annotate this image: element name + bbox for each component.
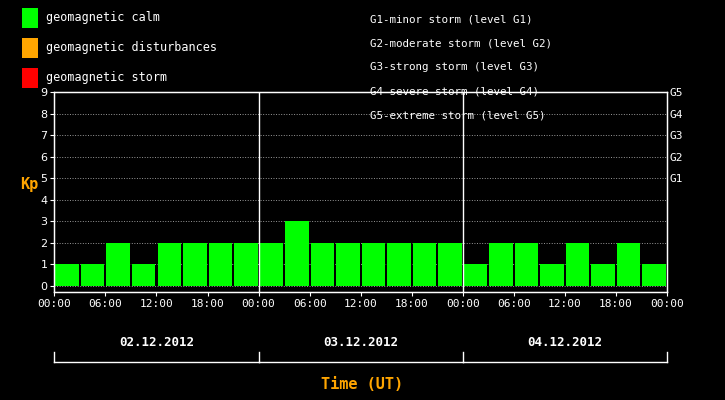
Bar xyxy=(81,264,104,286)
Bar xyxy=(362,242,385,286)
Bar xyxy=(285,221,309,286)
Text: G5-extreme storm (level G5): G5-extreme storm (level G5) xyxy=(370,110,545,120)
Text: G1-minor storm (level G1): G1-minor storm (level G1) xyxy=(370,14,532,24)
Y-axis label: Kp: Kp xyxy=(20,177,38,192)
Bar xyxy=(183,242,207,286)
Text: geomagnetic calm: geomagnetic calm xyxy=(46,12,160,24)
Bar xyxy=(55,264,79,286)
Text: 02.12.2012: 02.12.2012 xyxy=(119,336,194,348)
Bar xyxy=(336,242,360,286)
Bar xyxy=(592,264,615,286)
Text: Time (UT): Time (UT) xyxy=(321,377,404,392)
Bar xyxy=(387,242,411,286)
Bar xyxy=(617,242,640,286)
Bar xyxy=(107,242,130,286)
Bar xyxy=(413,242,436,286)
Bar xyxy=(260,242,283,286)
Bar xyxy=(540,264,564,286)
Text: G4-severe storm (level G4): G4-severe storm (level G4) xyxy=(370,86,539,96)
Bar xyxy=(439,242,462,286)
Bar xyxy=(310,242,334,286)
Text: G3-strong storm (level G3): G3-strong storm (level G3) xyxy=(370,62,539,72)
Bar xyxy=(464,264,487,286)
Text: 03.12.2012: 03.12.2012 xyxy=(323,336,398,348)
Text: geomagnetic storm: geomagnetic storm xyxy=(46,72,167,84)
Bar xyxy=(132,264,155,286)
Text: geomagnetic disturbances: geomagnetic disturbances xyxy=(46,42,218,54)
Text: G2-moderate storm (level G2): G2-moderate storm (level G2) xyxy=(370,38,552,48)
Text: 04.12.2012: 04.12.2012 xyxy=(527,336,602,348)
Bar xyxy=(642,264,666,286)
Bar xyxy=(566,242,589,286)
Bar xyxy=(157,242,181,286)
Bar xyxy=(209,242,232,286)
Bar xyxy=(515,242,539,286)
Bar xyxy=(234,242,257,286)
Bar xyxy=(489,242,513,286)
